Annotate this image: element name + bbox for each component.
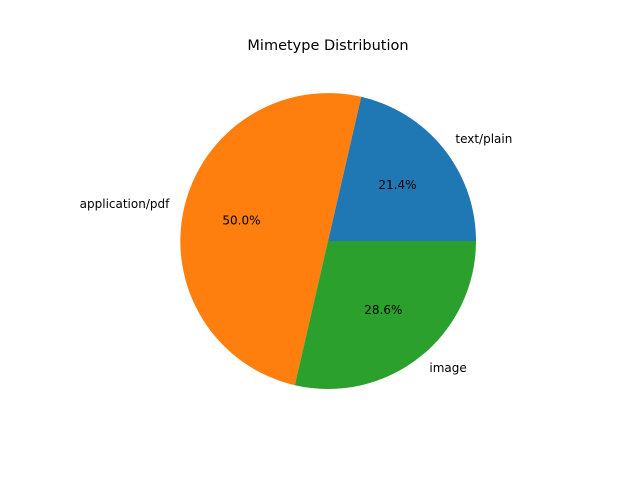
slice-label-application-pdf: application/pdf (80, 197, 170, 211)
chart-title: Mimetype Distribution (247, 38, 408, 54)
pie-slice-image (294, 241, 476, 389)
pie-labels: text/plain 21.4% application/pdf 50.0% image… (80, 132, 513, 375)
percent-label-text-plain: 21.4% (378, 178, 416, 192)
pie-slice-application-pdf (180, 93, 362, 386)
pie-slice-text-plain (328, 96, 476, 242)
percent-label-application-pdf: 50.0% (222, 214, 260, 228)
slice-label-image: image (429, 361, 466, 375)
pie-slices (180, 93, 476, 389)
percent-label-image: 28.6% (364, 303, 402, 317)
slice-label-text-plain: text/plain (455, 132, 512, 146)
